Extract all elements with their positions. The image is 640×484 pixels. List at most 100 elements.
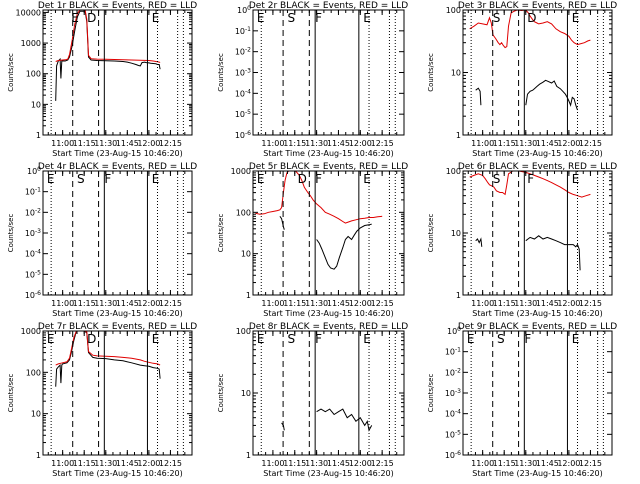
x-axis-label: Start Time (23-Aug-15 10:46:20) <box>52 469 183 478</box>
x-tick-label: 11:45 <box>327 299 350 308</box>
y-tick-label: 100 <box>446 167 461 176</box>
y-tick-label: 1 <box>36 451 41 460</box>
marker-label: E <box>257 332 265 346</box>
marker-label: F <box>315 11 322 25</box>
chart-title: Det 9r BLACK = Events, RED = LLD <box>458 322 617 332</box>
series-events-line <box>525 79 578 111</box>
chart-title: Det 5r BLACK = Events, RED = LLD <box>249 162 408 172</box>
x-tick-label: 12:15 <box>371 139 394 148</box>
marker-label: D <box>87 11 96 25</box>
x-tick-label: 11:00 <box>261 139 284 148</box>
y-tick-label: 100 <box>236 208 251 217</box>
x-axis-label: Start Time (23-Aug-15 10:46:20) <box>52 149 183 158</box>
y-tick-label: 1000 <box>21 39 41 48</box>
x-tick-label: 11:15 <box>73 459 96 468</box>
y-tick-label: 10-6 <box>235 130 251 140</box>
y-tick-label: 10000 <box>16 8 41 17</box>
marker-label: E <box>47 172 55 186</box>
marker-label: E <box>71 11 79 25</box>
x-tick-label: 11:45 <box>327 459 350 468</box>
marker-label: D <box>298 172 307 186</box>
marker-label: S <box>493 11 501 25</box>
x-tick-label: 11:15 <box>493 459 516 468</box>
x-axis-label: Start Time (23-Aug-15 10:46:20) <box>472 309 603 318</box>
plot-frame <box>42 330 193 456</box>
series-lld-line <box>55 331 161 366</box>
x-tick-label: 11:45 <box>116 459 139 468</box>
y-axis-label: Counts/sec <box>427 374 435 413</box>
x-tick-label: 11:00 <box>471 299 494 308</box>
x-tick-label: 12:00 <box>349 459 372 468</box>
series-events-line <box>316 223 372 270</box>
x-tick-label: 11:30 <box>514 299 537 308</box>
marker-label: E <box>572 172 580 186</box>
y-tick-label: 100 <box>237 5 251 15</box>
y-tick-label: 10-1 <box>235 26 251 36</box>
x-tick-label: 11:45 <box>536 459 559 468</box>
x-tick-label: 11:30 <box>94 459 117 468</box>
marker-label: E <box>363 172 371 186</box>
x-tick-label: 11:00 <box>51 299 74 308</box>
y-tick-label: 10-4 <box>445 409 461 419</box>
x-tick-label: 11:00 <box>471 459 494 468</box>
marker-label: D <box>87 332 96 346</box>
x-tick-label: 11:30 <box>305 459 328 468</box>
y-tick-label: 100 <box>26 70 41 79</box>
y-axis-label: Counts/sec <box>217 374 225 413</box>
x-tick-label: 12:15 <box>371 459 394 468</box>
chart-panel-1: E D E11010010001000011:0011:1511:3011:4512… <box>7 1 197 158</box>
y-tick-label: 10 <box>31 100 41 109</box>
y-tick-label: 10-4 <box>235 88 251 98</box>
plot-frame <box>252 9 405 136</box>
y-tick-label: 10-5 <box>445 429 461 439</box>
y-tick-label: 10-1 <box>25 187 41 197</box>
y-tick-label: 10-3 <box>445 388 461 398</box>
marker-label: E <box>257 11 265 25</box>
plot-frame <box>462 330 613 456</box>
x-tick-label: 12:00 <box>349 299 372 308</box>
x-tick-label: 11:15 <box>283 459 306 468</box>
chart-title: Det 7r BLACK = Events, RED = LLD <box>38 322 197 332</box>
chart-panel-5: E D F E 1 10 100 1000 11:0011:1511:3011:4512:001… <box>217 162 408 318</box>
y-tick-label: 100 <box>27 166 41 176</box>
y-tick-label: 100 <box>447 326 461 336</box>
y-tick-label: 10-6 <box>445 450 461 460</box>
series-events-line <box>316 408 373 432</box>
y-tick-label: 10 <box>241 389 251 398</box>
y-tick-label: 1 <box>246 451 251 460</box>
x-tick-label: 11:15 <box>73 139 96 148</box>
x-tick-label: 12:15 <box>159 139 182 148</box>
x-axis-label: Start Time (23-Aug-15 10:46:20) <box>52 309 183 318</box>
x-tick-label: 11:00 <box>51 139 74 148</box>
y-tick-label: 1 <box>36 131 41 140</box>
x-tick-label: 12:00 <box>557 459 580 468</box>
marker-label: E <box>257 172 265 186</box>
y-tick-label: 10-2 <box>235 47 251 57</box>
x-tick-label: 11:30 <box>514 459 537 468</box>
y-tick-label: 100 <box>446 6 461 15</box>
x-axis-label: Start Time (23-Aug-15 10:46:20) <box>263 469 394 478</box>
x-tick-label: 11:15 <box>493 139 516 148</box>
x-tick-label: 11:15 <box>73 299 96 308</box>
x-tick-label: 11:30 <box>94 299 117 308</box>
chart-panel-2: E S F E 10-6 10-5 10-4 10-3 10-2 10-1 100 11:0011:1… <box>217 1 408 158</box>
marker-label: F <box>527 172 534 186</box>
y-tick-label: 1000 <box>231 167 251 176</box>
plot-frame <box>252 330 405 456</box>
plot-frame <box>462 170 613 296</box>
x-tick-label: 11:00 <box>261 299 284 308</box>
x-axis-label: Start Time (23-Aug-15 10:46:20) <box>263 149 394 158</box>
chart-panel-7: E D E 1 10 100 1000 11:0011:1511:3011:4512:0012… <box>7 322 197 478</box>
x-tick-label: 12:00 <box>557 299 580 308</box>
y-tick-label: 10-3 <box>25 228 41 238</box>
y-axis-label: Counts/sec <box>217 214 225 253</box>
x-tick-label: 11:00 <box>51 459 74 468</box>
x-tick-label: 11:45 <box>536 299 559 308</box>
x-tick-label: 12:00 <box>557 139 580 148</box>
y-tick-label: 10-2 <box>445 367 461 377</box>
chart-title: Det 4r BLACK = Events, RED = LLD <box>38 162 197 172</box>
